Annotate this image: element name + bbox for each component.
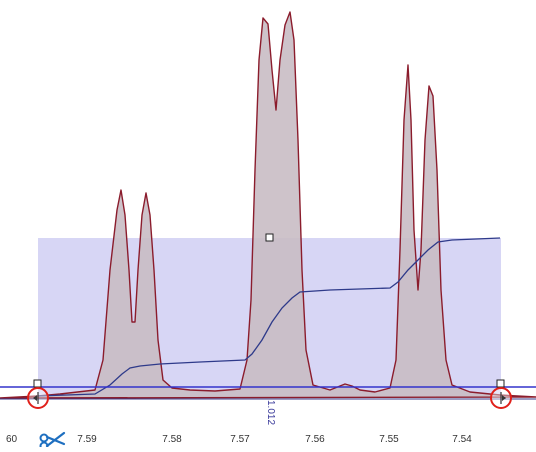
x-tick-label: 7.58 (162, 434, 182, 445)
integration-start-handle-icon[interactable] (27, 387, 49, 409)
integral-top-handle[interactable] (265, 233, 274, 242)
x-tick-label: 7.55 (379, 434, 399, 445)
integral-left-handle[interactable] (33, 379, 42, 388)
integral-value-label: 1.012 (265, 400, 276, 425)
scissors-icon[interactable] (39, 431, 66, 451)
x-tick-label: 7.57 (230, 434, 250, 445)
x-tick-label: 7.54 (452, 434, 472, 445)
integral-curve (37, 237, 501, 397)
x-axis-tick-labels: 60 7.59 7.58 7.57 7.56 7.55 7.54 (6, 434, 472, 445)
x-tick-label: 60 (6, 434, 18, 445)
spectrum-peaks (0, 11, 536, 399)
integral-right-handle[interactable] (496, 379, 505, 388)
x-tick-label: 7.59 (77, 434, 97, 445)
integration-end-handle-icon[interactable] (490, 387, 512, 409)
x-tick-label: 7.56 (305, 434, 325, 445)
